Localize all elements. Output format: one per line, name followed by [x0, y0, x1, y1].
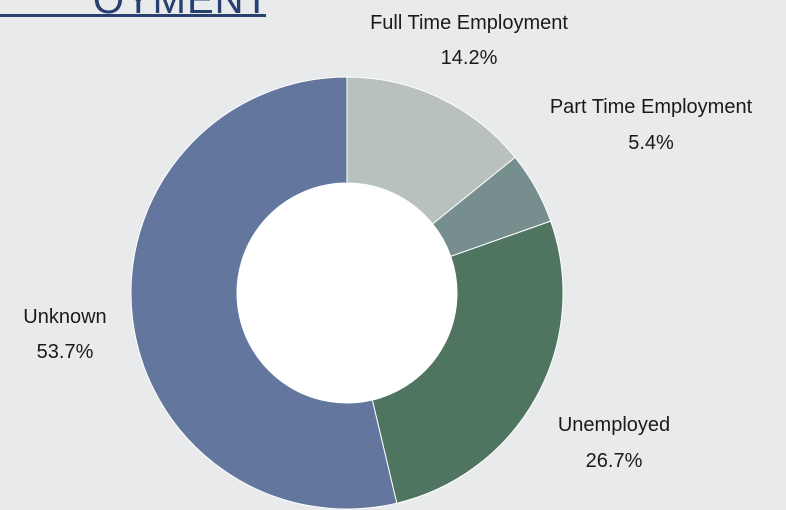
slice-value-unknown: 53.7% — [37, 341, 94, 363]
slice-label-unemployed: Unemployed — [558, 414, 670, 436]
donut-hole — [237, 183, 457, 403]
slice-label-part-time: Part Time Employment — [550, 96, 753, 118]
slice-value-unemployed: 26.7% — [586, 450, 643, 472]
slice-value-full-time: 14.2% — [441, 47, 498, 69]
title-underline — [0, 14, 266, 17]
slice-label-full-time: Full Time Employment — [370, 12, 568, 34]
slice-value-part-time: 5.4% — [628, 132, 674, 154]
slice-label-unknown: Unknown — [23, 306, 106, 328]
